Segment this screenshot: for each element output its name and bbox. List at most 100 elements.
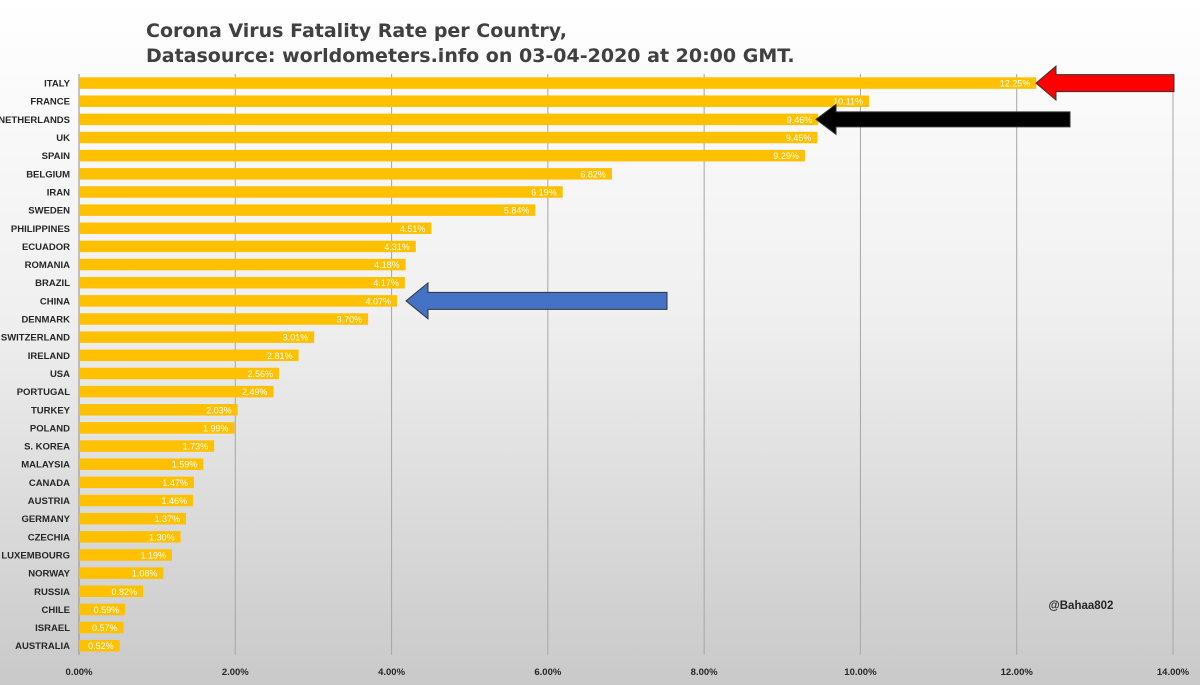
x-tick-label: 12.00% <box>1001 667 1034 678</box>
category-label: S. KOREA <box>24 442 70 453</box>
category-label: CANADA <box>29 478 70 489</box>
category-label: ECUADOR <box>22 242 70 253</box>
bar <box>79 313 369 325</box>
x-tick-label: 4.00% <box>378 667 405 678</box>
category-label: LUXEMBOURG <box>1 550 70 561</box>
data-label: 1.47% <box>162 478 188 488</box>
bar <box>79 331 315 343</box>
data-label: 1.99% <box>203 423 229 433</box>
bar <box>79 149 805 162</box>
annotation-arrow <box>815 103 1071 136</box>
data-label: 6.19% <box>531 187 557 197</box>
bar <box>79 512 187 525</box>
bar <box>79 276 405 289</box>
category-label: IRAN <box>47 187 70 198</box>
bar <box>79 639 120 652</box>
bar <box>79 567 164 579</box>
category-label: CZECHIA <box>28 532 70 543</box>
category-label: UK <box>56 133 70 144</box>
bar <box>79 621 124 634</box>
data-label: 6.82% <box>580 169 606 179</box>
bar <box>79 168 612 180</box>
chart-subtitle: Datasource: worldometers.info on 03-04-2… <box>146 45 795 67</box>
category-label: TURKEY <box>31 405 71 416</box>
category-label: RUSSIA <box>34 587 70 598</box>
data-label: 1.37% <box>155 514 181 524</box>
data-label: 2.56% <box>248 369 274 379</box>
bar <box>79 494 194 507</box>
data-label: 4.17% <box>373 278 399 288</box>
bar <box>79 113 819 126</box>
data-label: 5.84% <box>504 206 530 216</box>
bar <box>79 440 215 452</box>
data-label: 2.03% <box>206 405 232 415</box>
data-label: 4.07% <box>366 296 392 306</box>
data-label: 1.19% <box>140 550 166 560</box>
category-label: AUSTRIA <box>28 496 70 507</box>
bar <box>79 77 1037 89</box>
category-label: SWITZERLAND <box>1 333 70 344</box>
category-label: CHILE <box>42 605 71 616</box>
category-label: BELGIUM <box>26 169 70 180</box>
category-label: ROMANIA <box>25 260 71 271</box>
x-tick-label: 0.00% <box>66 667 93 678</box>
bar <box>79 367 280 380</box>
category-label: USA <box>50 369 70 380</box>
data-label: 0.82% <box>112 587 138 597</box>
data-label: 9.29% <box>773 151 799 161</box>
data-label: 0.59% <box>94 605 120 615</box>
data-label: 4.31% <box>384 242 410 252</box>
category-label: MALAYSIA <box>21 460 70 471</box>
category-label: ITALY <box>44 79 71 90</box>
category-label: PORTUGAL <box>17 387 71 398</box>
data-label: 2.81% <box>267 351 293 361</box>
category-label: DENMARK <box>21 315 70 326</box>
bar <box>79 186 563 198</box>
bar <box>79 95 870 107</box>
bar <box>79 295 398 307</box>
chart-title: Corona Virus Fatality Rate per Country, <box>146 20 567 42</box>
data-label: 1.30% <box>149 532 175 542</box>
category-label: CHINA <box>40 296 70 307</box>
data-label: 1.08% <box>132 569 158 579</box>
data-label: 9.45% <box>786 133 812 143</box>
bar <box>79 131 818 144</box>
data-label: 1.46% <box>162 496 188 506</box>
category-label: PHILIPPINES <box>11 224 70 235</box>
category-label: ISRAEL <box>35 623 70 634</box>
watermark-text: @Bahaa802 <box>1049 600 1114 612</box>
category-label: GERMANY <box>21 514 70 525</box>
bar <box>79 240 416 253</box>
category-label: IRELAND <box>28 351 70 362</box>
data-label: 3.70% <box>337 315 363 325</box>
x-tick-label: 8.00% <box>691 667 718 678</box>
bar <box>79 422 235 434</box>
x-tick-label: 2.00% <box>222 667 249 678</box>
x-tick-label: 6.00% <box>534 667 561 678</box>
data-label: 4.18% <box>374 260 400 270</box>
data-label: 10.11% <box>833 97 863 107</box>
data-label: 2.49% <box>242 387 268 397</box>
data-label: 4.51% <box>400 224 426 234</box>
data-label: 12.25% <box>1000 79 1031 89</box>
bar <box>79 222 432 235</box>
x-tick-label: 10.00% <box>844 667 877 678</box>
category-label: SWEDEN <box>28 206 70 217</box>
bar <box>79 549 172 561</box>
annotation-arrow <box>405 281 668 320</box>
data-label: 0.52% <box>88 641 114 651</box>
x-tick-label: 14.00% <box>1157 667 1190 678</box>
category-label: NORWAY <box>28 569 70 580</box>
bar <box>79 603 126 616</box>
annotation-arrow <box>1035 64 1175 102</box>
bar <box>79 349 299 362</box>
category-label: BRAZIL <box>35 278 70 289</box>
data-label: 3.01% <box>283 333 309 343</box>
bar <box>79 404 238 416</box>
bar <box>79 204 536 216</box>
bar <box>79 258 406 271</box>
data-label: 1.73% <box>183 442 209 452</box>
data-label: 9.46% <box>787 115 813 125</box>
